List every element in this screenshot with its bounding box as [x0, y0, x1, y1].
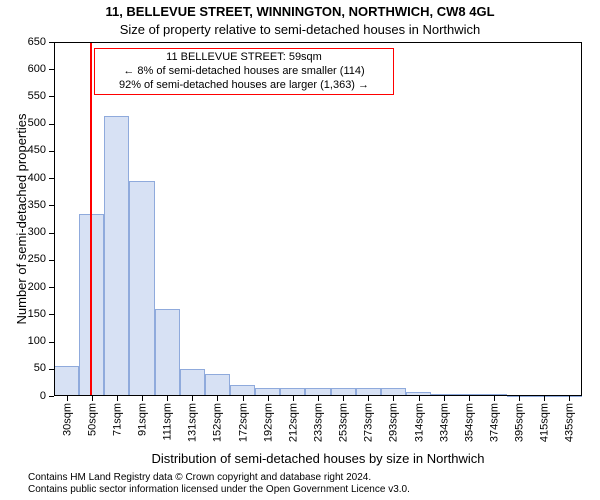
xtick-label: 354sqm — [463, 403, 475, 442]
xtick-label: 30sqm — [61, 403, 73, 436]
xtick-mark — [519, 396, 520, 401]
ytick-label: 150 — [0, 308, 46, 320]
xtick-mark — [142, 396, 143, 401]
xtick-mark — [92, 396, 93, 401]
xtick-mark — [494, 396, 495, 401]
xtick-mark — [117, 396, 118, 401]
xtick-mark — [469, 396, 470, 401]
xtick-label: 71sqm — [111, 403, 123, 436]
ytick-label: 600 — [0, 63, 46, 75]
xtick-label: 152sqm — [212, 403, 224, 442]
ytick-label: 550 — [0, 90, 46, 102]
xtick-mark — [419, 396, 420, 401]
xtick-label: 172sqm — [237, 403, 249, 442]
xtick-mark — [544, 396, 545, 401]
xtick-label: 374sqm — [489, 403, 501, 442]
xtick-mark — [368, 396, 369, 401]
xtick-mark — [569, 396, 570, 401]
xtick-mark — [268, 396, 269, 401]
x-axis-label: Distribution of semi-detached houses by … — [54, 451, 582, 466]
footer-line: Contains HM Land Registry data © Crown c… — [28, 472, 600, 484]
chart-title: 11, BELLEVUE STREET, WINNINGTON, NORTHWI… — [0, 4, 600, 19]
xtick-label: 273sqm — [363, 403, 375, 442]
annotation-line: 92% of semi-detached houses are larger (… — [99, 79, 389, 93]
xtick-label: 212sqm — [287, 403, 299, 442]
xtick-label: 111sqm — [162, 403, 174, 441]
xtick-mark — [318, 396, 319, 401]
xtick-mark — [167, 396, 168, 401]
xtick-mark — [192, 396, 193, 401]
xtick-mark — [293, 396, 294, 401]
xtick-label: 293sqm — [388, 403, 400, 442]
xtick-label: 415sqm — [539, 403, 551, 442]
ytick-mark — [49, 396, 54, 397]
xtick-label: 435sqm — [564, 403, 576, 442]
annotation-box: 11 BELLEVUE STREET: 59sqm← 8% of semi-de… — [94, 48, 394, 95]
ytick-label: 100 — [0, 335, 46, 347]
xtick-label: 50sqm — [86, 403, 98, 436]
footer-line: Contains public sector information licen… — [28, 484, 600, 496]
xtick-label: 395sqm — [514, 403, 526, 442]
ytick-label: 50 — [0, 362, 46, 374]
ytick-label: 300 — [0, 226, 46, 238]
ytick-label: 450 — [0, 144, 46, 156]
chart-subtitle: Size of property relative to semi-detach… — [0, 22, 600, 37]
xtick-label: 192sqm — [262, 403, 274, 442]
xtick-mark — [343, 396, 344, 401]
ytick-label: 650 — [0, 36, 46, 48]
xtick-label: 314sqm — [413, 403, 425, 442]
figure-root: 11, BELLEVUE STREET, WINNINGTON, NORTHWI… — [0, 0, 600, 500]
xtick-mark — [393, 396, 394, 401]
xtick-mark — [243, 396, 244, 401]
ytick-label: 500 — [0, 117, 46, 129]
xtick-label: 131sqm — [187, 403, 199, 442]
xtick-label: 233sqm — [313, 403, 325, 442]
xtick-label: 253sqm — [338, 403, 350, 442]
ytick-label: 400 — [0, 172, 46, 184]
ytick-label: 0 — [0, 390, 46, 402]
footer-attribution: Contains HM Land Registry data © Crown c… — [28, 472, 600, 496]
annotation-line: ← 8% of semi-detached houses are smaller… — [99, 65, 389, 79]
xtick-mark — [67, 396, 68, 401]
annotation-line: 11 BELLEVUE STREET: 59sqm — [99, 51, 389, 65]
xtick-mark — [444, 396, 445, 401]
ytick-label: 350 — [0, 199, 46, 211]
xtick-mark — [217, 396, 218, 401]
ytick-label: 200 — [0, 281, 46, 293]
ytick-label: 250 — [0, 253, 46, 265]
xtick-label: 334sqm — [438, 403, 450, 442]
xtick-label: 91sqm — [137, 403, 149, 436]
